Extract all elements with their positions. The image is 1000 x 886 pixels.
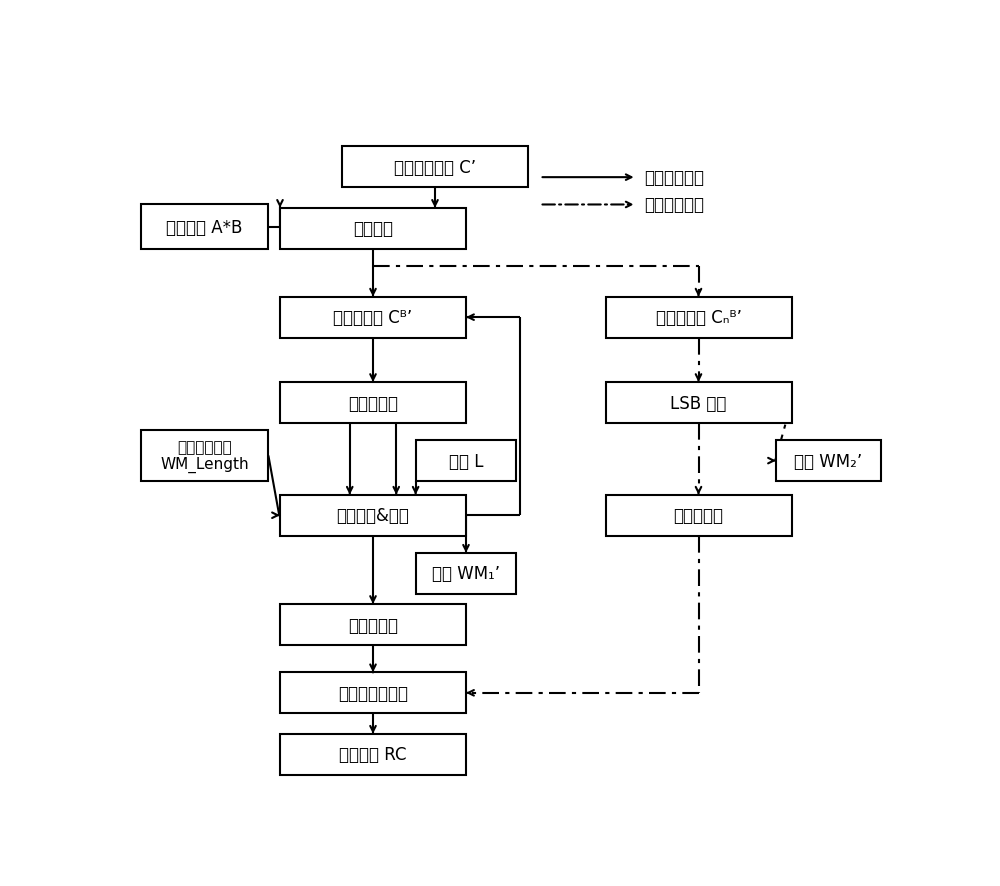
Bar	[280, 208, 466, 250]
Text: 备选执行流程: 备选执行流程	[644, 197, 704, 214]
Text: LSB 提取: LSB 提取	[670, 394, 727, 412]
Bar	[606, 383, 792, 424]
Text: 分块尺寸 A*B: 分块尺寸 A*B	[166, 219, 243, 237]
Text: 隐秘数据长度
WM_Length: 隐秘数据长度 WM_Length	[160, 439, 249, 473]
Text: 图像分块: 图像分块	[353, 220, 393, 238]
Bar	[140, 431, 268, 481]
Bar	[280, 383, 466, 424]
Text: 恢复图像块集合: 恢复图像块集合	[338, 684, 408, 702]
Text: 读取隐秘图像 C’: 读取隐秘图像 C’	[394, 159, 476, 176]
Text: 计算块差値: 计算块差値	[348, 394, 398, 412]
Text: 恢复剩余块: 恢复剩余块	[674, 507, 724, 525]
Bar	[776, 440, 881, 481]
Text: 阙値 L: 阙値 L	[449, 452, 483, 470]
Bar	[280, 604, 466, 645]
Text: 图像块集合 Cᴮ’: 图像块集合 Cᴮ’	[333, 309, 413, 327]
Text: 剩余图像块 Cₙᴮ’: 剩余图像块 Cₙᴮ’	[656, 309, 742, 327]
Bar	[280, 298, 466, 338]
Bar	[606, 298, 792, 338]
Text: 恢复图像 RC: 恢复图像 RC	[339, 745, 407, 764]
Bar	[280, 672, 466, 713]
Bar	[140, 206, 268, 250]
Text: 数据 WM₁’: 数据 WM₁’	[432, 564, 500, 583]
Bar	[280, 734, 466, 775]
Bar	[342, 147, 528, 188]
Text: 常规执行流程: 常规执行流程	[644, 169, 704, 187]
Bar	[606, 495, 792, 536]
Text: 数据 WM₂’: 数据 WM₂’	[794, 452, 862, 470]
Bar	[416, 553, 516, 595]
Bar	[416, 440, 516, 481]
Bar	[280, 495, 466, 536]
Text: 数据提取&恢复: 数据提取&恢复	[337, 507, 409, 525]
Text: 直方图还原: 直方图还原	[348, 616, 398, 633]
